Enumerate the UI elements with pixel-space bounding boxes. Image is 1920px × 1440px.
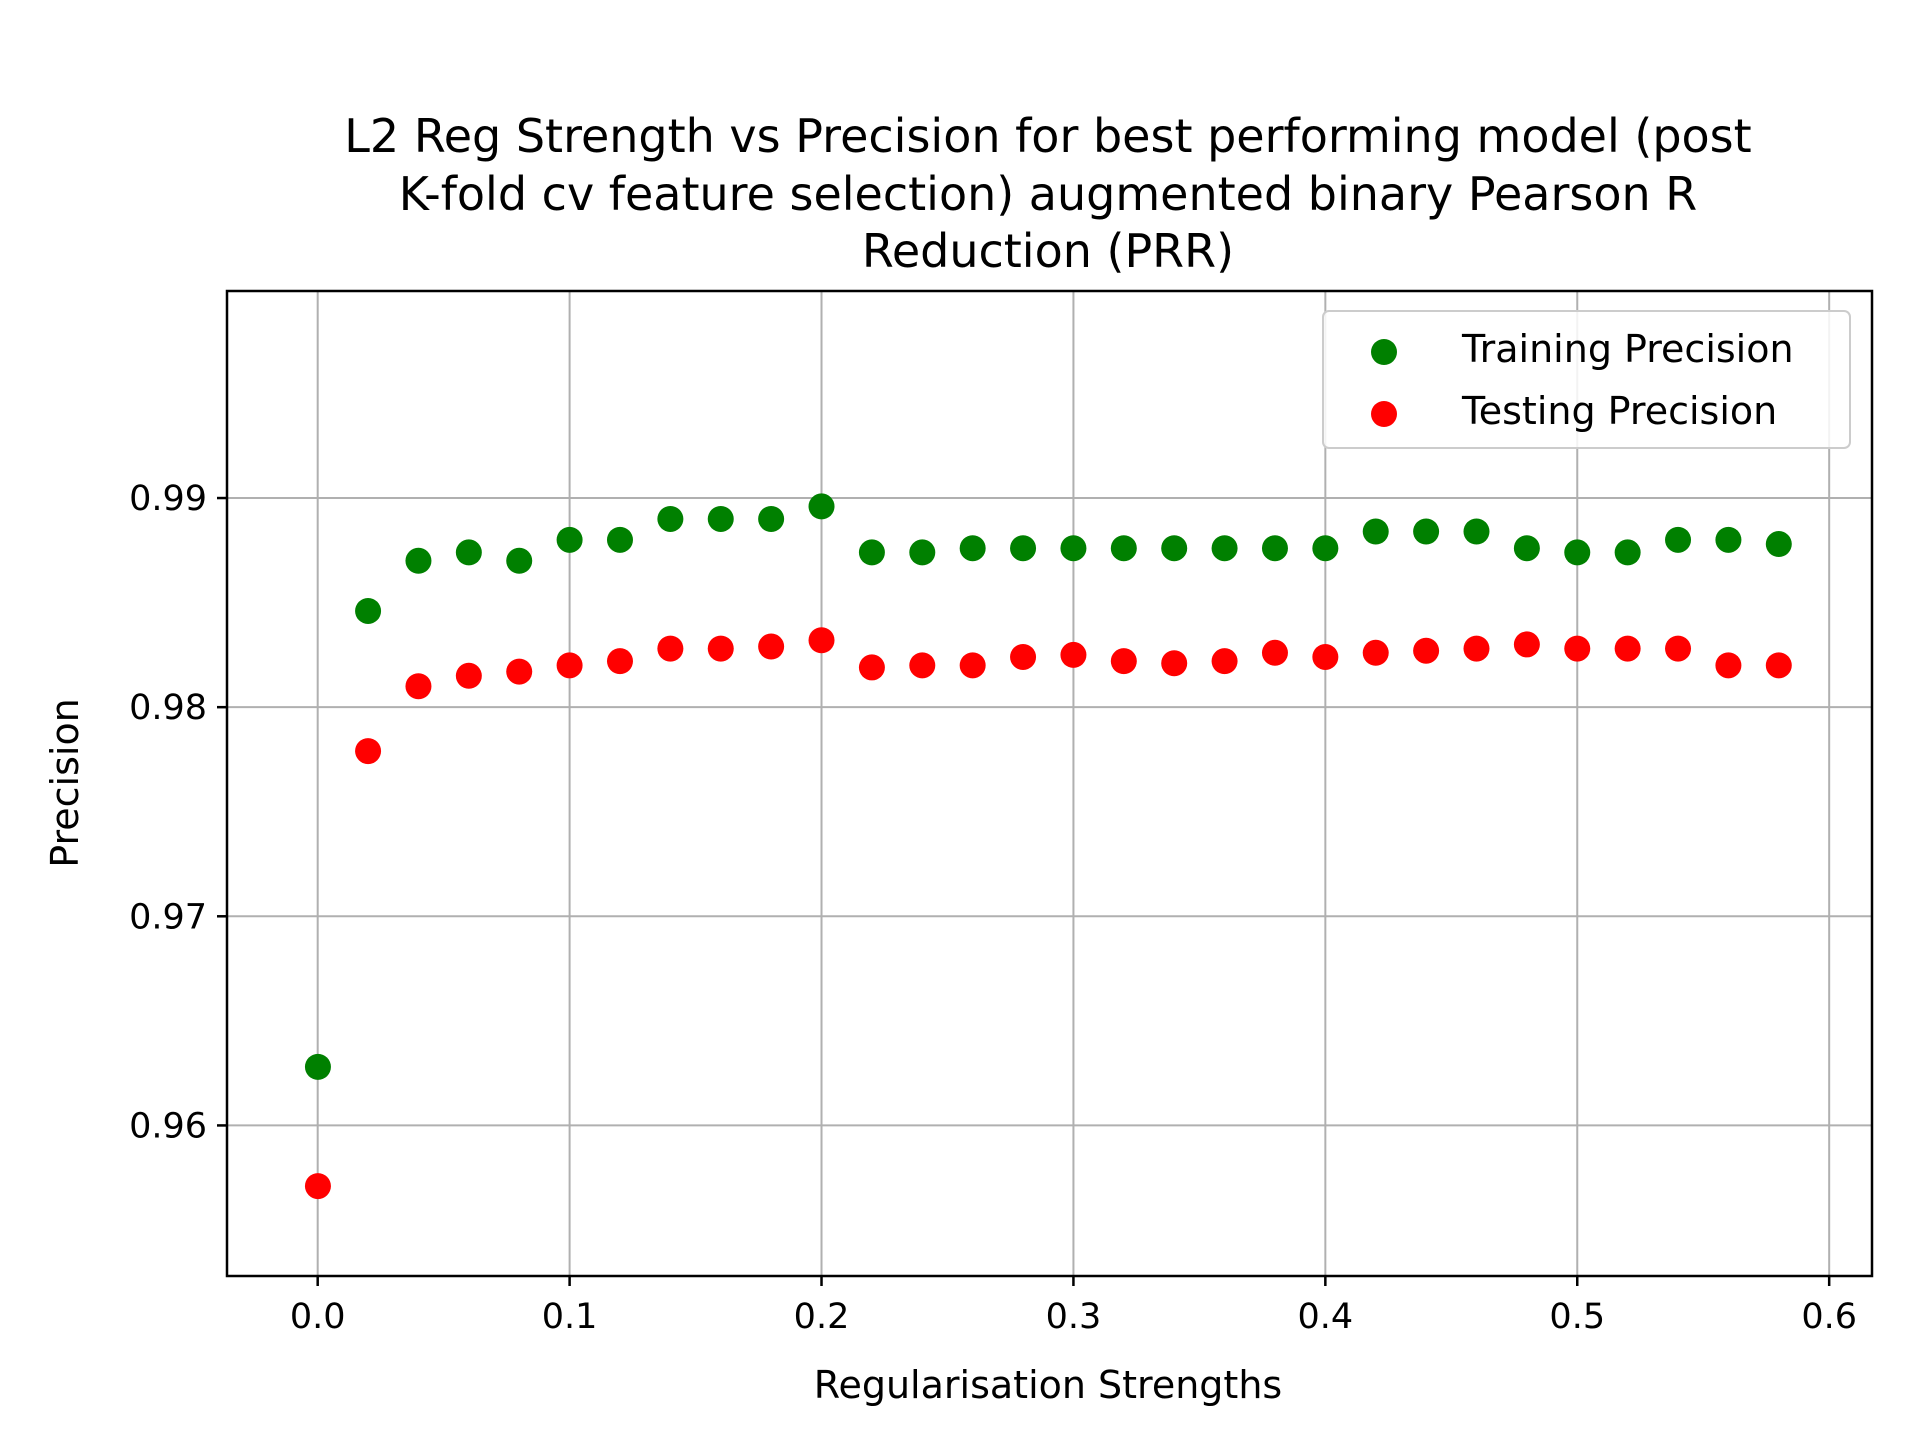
testing-precision-point	[808, 627, 835, 654]
testing-precision-point	[606, 648, 633, 675]
y-tick-label: 0.96	[129, 1106, 207, 1146]
testing-precision-point	[909, 652, 936, 679]
training-precision-point	[1413, 518, 1440, 545]
testing-precision-point	[1413, 637, 1440, 664]
testing-precision-point	[1765, 652, 1792, 679]
x-tick-label: 0.6	[1801, 1297, 1857, 1337]
training-precision-point	[959, 535, 986, 562]
training-precision-point	[1312, 535, 1339, 562]
training-precision-point	[1161, 535, 1188, 562]
testing-precision-point	[556, 652, 583, 679]
training-precision-point	[506, 547, 533, 574]
training-precision-point	[707, 505, 734, 532]
testing-precision-point	[1211, 648, 1238, 675]
x-tick-label: 0.0	[290, 1297, 346, 1337]
training-precision-point	[909, 539, 936, 566]
testing-precision-point	[858, 654, 885, 681]
testing-precision-point	[1261, 639, 1288, 666]
training-precision-point	[758, 505, 785, 532]
chart-title-line-1: L2 Reg Strength vs Precision for best pe…	[344, 109, 1751, 163]
training-precision-point	[1211, 535, 1238, 562]
x-tick-label: 0.5	[1549, 1297, 1605, 1337]
legend-label-training: Training Precision	[1461, 327, 1794, 371]
data-points	[304, 493, 1792, 1200]
chart-title: L2 Reg Strength vs Precision for best pe…	[344, 109, 1751, 278]
training-precision-point	[304, 1053, 331, 1080]
training-precision-point	[455, 539, 482, 566]
training-precision-point	[657, 505, 684, 532]
training-precision-point	[808, 493, 835, 520]
testing-precision-point	[1110, 648, 1137, 675]
training-precision-point	[355, 597, 382, 624]
training-precision-point	[1463, 518, 1490, 545]
testing-precision-point	[758, 633, 785, 660]
testing-precision-point	[1715, 652, 1742, 679]
x-tick-label: 0.2	[794, 1297, 850, 1337]
training-precision-point	[1715, 526, 1742, 553]
y-tick-label: 0.97	[129, 897, 207, 937]
chart-title-line-3: Reduction (PRR)	[862, 224, 1234, 278]
plot-frame	[225, 289, 1874, 1278]
testing-precision-point	[1513, 631, 1540, 658]
x-tick-label: 0.3	[1046, 1297, 1102, 1337]
training-precision-point	[1765, 531, 1792, 558]
training-precision-point	[1010, 535, 1037, 562]
testing-precision-point	[1010, 643, 1037, 670]
x-tick-label: 0.4	[1298, 1297, 1354, 1337]
x-axis-label: Regularisation Strengths	[814, 1363, 1282, 1407]
legend-marker-training	[1371, 339, 1397, 365]
training-precision-point	[556, 526, 583, 553]
legend-label-testing: Testing Precision	[1461, 389, 1777, 433]
legend: Training Precision Testing Precision	[1322, 310, 1851, 449]
testing-precision-point	[506, 658, 533, 685]
testing-precision-point	[1614, 635, 1641, 662]
grid-lines	[227, 291, 1872, 1276]
axis-ticks: 0.0 0.1 0.2 0.3 0.4 0.5 0.6 0.96 0.97 0.98 0.99	[129, 479, 1857, 1337]
y-tick-label: 0.99	[129, 479, 207, 519]
testing-precision-point	[1362, 639, 1389, 666]
testing-precision-point	[1564, 635, 1591, 662]
testing-precision-point	[707, 635, 734, 662]
y-tick-label: 0.98	[129, 688, 207, 728]
training-precision-point	[1665, 526, 1692, 553]
training-precision-point	[1060, 535, 1087, 562]
training-precision-point	[1261, 535, 1288, 562]
testing-precision-point	[455, 662, 482, 689]
testing-precision-point	[1161, 650, 1188, 677]
testing-precision-point	[1060, 641, 1087, 668]
testing-precision-point	[355, 738, 382, 765]
legend-box	[1322, 310, 1851, 449]
legend-marker-testing	[1371, 401, 1397, 427]
chart-title-line-2: K-fold cv feature selection) augmented b…	[399, 167, 1697, 221]
testing-precision-point	[1463, 635, 1490, 662]
x-tick-label: 0.1	[542, 1297, 598, 1337]
testing-precision-point	[1312, 643, 1339, 670]
training-precision-point	[1513, 535, 1540, 562]
training-precision-point	[858, 539, 885, 566]
training-precision-point	[1110, 535, 1137, 562]
testing-precision-point	[959, 652, 986, 679]
training-precision-point	[606, 526, 633, 553]
training-precision-point	[1564, 539, 1591, 566]
training-precision-point	[1614, 539, 1641, 566]
training-precision-point	[405, 547, 432, 574]
testing-precision-point	[657, 635, 684, 662]
y-axis-label: Precision	[43, 698, 87, 868]
testing-precision-point	[304, 1173, 331, 1200]
testing-precision-point	[1665, 635, 1692, 662]
training-precision-point	[1362, 518, 1389, 545]
testing-precision-point	[405, 673, 432, 700]
